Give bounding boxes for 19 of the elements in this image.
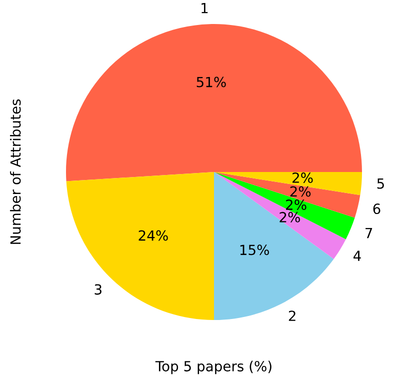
slice-label: 3 — [94, 284, 102, 295]
data-label: 2% — [286, 200, 306, 210]
text: Number of Attributes — [10, 99, 21, 244]
pie-slice — [214, 172, 346, 259]
slice-label: 5 — [377, 178, 384, 189]
data-label: 2% — [292, 172, 313, 183]
data-label: 2% — [280, 212, 300, 222]
slice-label: 2 — [288, 310, 296, 321]
data-label: 24% — [138, 230, 168, 241]
pie-slice — [214, 172, 334, 320]
text: Top 5 papers (%) — [155, 360, 272, 374]
slice-label: 1 — [202, 2, 208, 14]
slice-label: 4 — [353, 250, 361, 261]
data-label: 15% — [240, 244, 269, 256]
slice-label: 6 — [373, 204, 380, 214]
data-label: 2% — [290, 186, 311, 197]
data-label: 51% — [196, 76, 226, 88]
slice-label: 7 — [366, 228, 372, 238]
pie-slice — [214, 172, 355, 240]
